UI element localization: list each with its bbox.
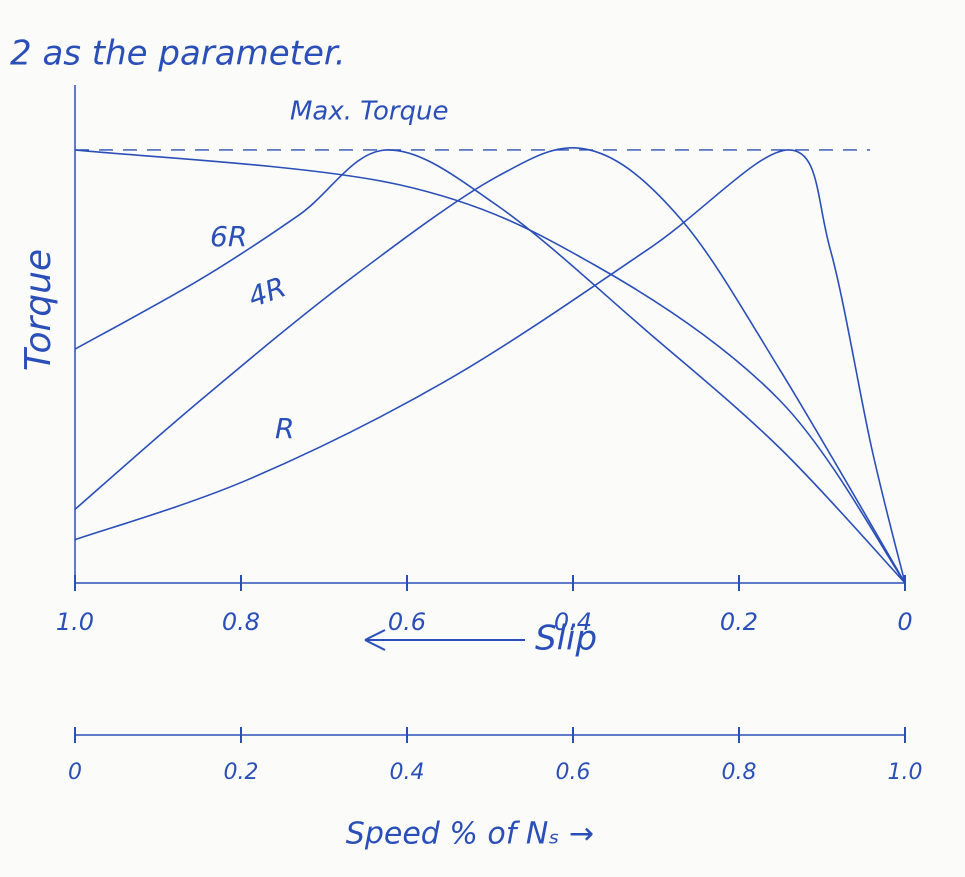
curve — [75, 150, 905, 583]
x-tick-label: 1.0 — [56, 608, 94, 636]
x2-tick-label: 0.8 — [722, 760, 757, 785]
x-tick-label: 0.6 — [388, 608, 426, 636]
curve-label: 6R — [210, 220, 247, 253]
x2-tick-label: 1.0 — [888, 760, 923, 785]
x2-tick-label: 0.6 — [556, 760, 591, 785]
curve-label: 4R — [244, 270, 290, 314]
x2-tick-label: 0.2 — [224, 760, 259, 785]
curve-label: R — [275, 412, 294, 445]
x-tick-label: 0.8 — [222, 608, 260, 636]
annotation: Max. Torque — [290, 97, 449, 127]
x2-tick-label: 0 — [68, 760, 82, 785]
chart: 2 as the parameter. Max. Torque Torque S… — [0, 0, 965, 877]
y-axis-label: Torque — [18, 249, 59, 371]
curve — [75, 150, 905, 583]
subtitle: 2 as the parameter. — [10, 34, 346, 74]
x-tick-label: 0.4 — [554, 608, 592, 636]
x-tick-label: 0.2 — [720, 608, 758, 636]
x2-tick-label: 0.4 — [390, 760, 425, 785]
x-tick-label: 0 — [897, 608, 912, 636]
x2-axis-label: Speed % of Nₛ → — [346, 817, 594, 852]
curve — [75, 150, 905, 583]
